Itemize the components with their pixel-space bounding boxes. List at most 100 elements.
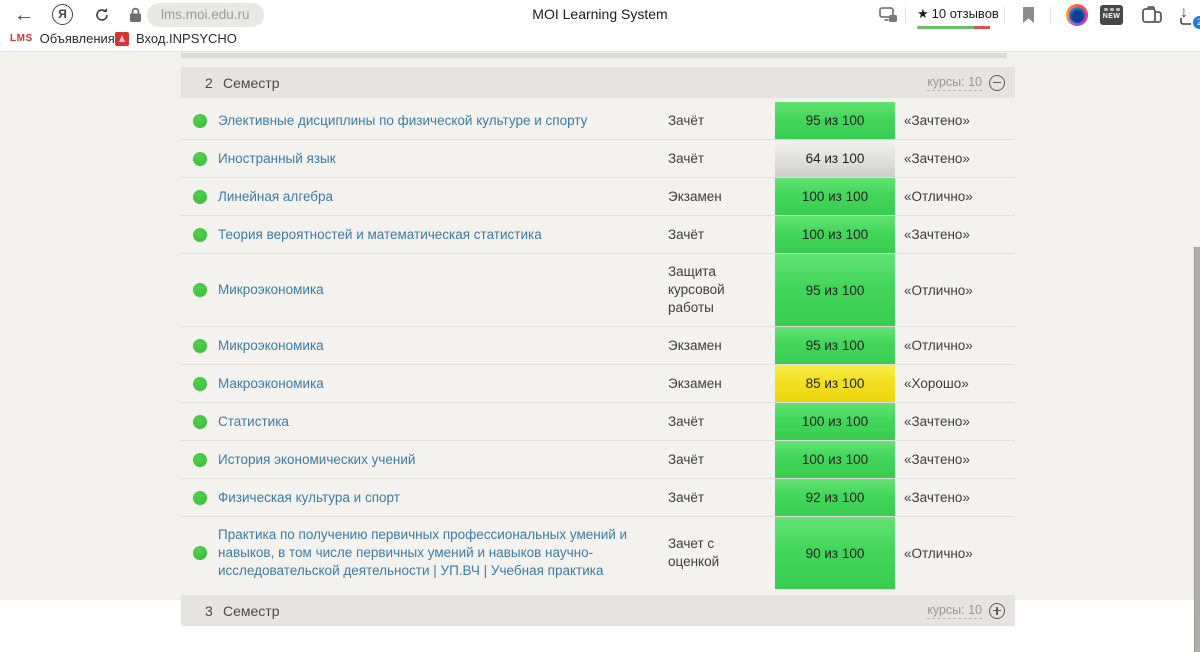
course-row: Линейная алгебра Экзамен 100 из 100 «Отл…	[181, 178, 1015, 216]
course-link[interactable]: Элективные дисциплины по физической куль…	[218, 112, 588, 128]
grade-cell: «Хорошо»	[904, 376, 969, 391]
semester-content: 2 Семестр курсы: 10 Элективные дисциплин…	[181, 62, 1015, 626]
back-button[interactable]: ←	[14, 4, 34, 26]
course-row: История экономических учений Зачёт 100 и…	[181, 441, 1015, 479]
course-link[interactable]: Макроэкономика	[218, 375, 324, 391]
bookmark-label: Вход.INPSYCHO	[136, 31, 237, 46]
lms-page: 2 Семестр курсы: 10 Элективные дисциплин…	[0, 52, 1200, 652]
extension-icon[interactable]	[1066, 4, 1088, 26]
course-row: Элективные дисциплины по физической куль…	[181, 102, 1015, 140]
toolbar-separator	[1050, 7, 1051, 24]
course-title-cell: Микроэкономика	[218, 254, 668, 326]
course-title-cell: Линейная алгебра	[218, 178, 668, 215]
status-dot-green	[192, 546, 207, 560]
course-link[interactable]: Иностранный язык	[218, 150, 336, 166]
course-table-body: Элективные дисциплины по физической куль…	[181, 102, 1015, 589]
video-new-extension-icon[interactable]: NEW	[1100, 5, 1123, 25]
yandex-browser-icon[interactable]: Я	[52, 4, 73, 25]
status-dot-green	[192, 490, 207, 505]
grade-cell: «Отлично»	[904, 282, 973, 298]
bookmark-icon[interactable]	[1021, 6, 1036, 29]
status-dot-green	[192, 414, 207, 429]
star-icon: ★	[917, 6, 929, 21]
course-title-cell: История экономических учений	[218, 441, 668, 478]
status-dot-cell	[181, 403, 218, 440]
course-row: Макроэкономика Экзамен 85 из 100 «Хорошо…	[181, 365, 1015, 403]
status-dot-green	[192, 376, 207, 391]
course-link[interactable]: История экономических учений	[218, 451, 416, 467]
courses-count-link[interactable]: курсы: 10	[927, 74, 982, 91]
course-title-cell: Микроэкономика	[218, 327, 668, 364]
address-bar[interactable]: lms.moi.edu.ru	[147, 3, 264, 27]
score-value: 100 из 100	[801, 189, 869, 204]
new-label: NEW	[1102, 13, 1121, 20]
course-row: Статистика Зачёт 100 из 100 «Зачтено»	[181, 403, 1015, 441]
score-badge: 95 из 100	[775, 327, 895, 364]
score-badge: 64 из 100	[775, 140, 895, 177]
expand-section-icon[interactable]	[989, 602, 1005, 619]
exam-type-cell: Экзамен	[668, 337, 722, 353]
course-row: Микроэкономика Экзамен 95 из 100 «Отличн…	[181, 327, 1015, 365]
toolbar-separator	[1004, 7, 1005, 24]
scrolled-element-edge	[181, 53, 1007, 58]
screen-share-icon[interactable]	[879, 7, 898, 29]
course-row: Иностранный язык Зачёт 64 из 100 «Зачтен…	[181, 140, 1015, 178]
score-value: 100 из 100	[801, 227, 869, 242]
course-title-cell: Макроэкономика	[218, 365, 668, 402]
course-link[interactable]: Микроэкономика	[218, 337, 324, 353]
browser-toolbar: ← Я lms.moi.edu.ru MOI Learning System ★…	[0, 0, 1200, 31]
vertical-scrollbar-thumb[interactable]	[1194, 247, 1200, 652]
marquee-dashes	[1100, 5, 1123, 11]
rating-bar-positive	[917, 26, 974, 29]
exam-type-cell: Экзамен	[668, 375, 722, 391]
score-badge: 92 из 100	[775, 479, 895, 516]
courses-count-link[interactable]: курсы: 10	[927, 602, 982, 619]
grade-cell: «Зачтено»	[904, 490, 970, 505]
exam-type-cell: Зачёт	[668, 489, 705, 505]
course-link[interactable]: Физическая культура и спорт	[218, 489, 400, 505]
grade-cell: «Зачтено»	[904, 452, 970, 467]
bookmark-item-announcements[interactable]: LMS Объявления	[10, 31, 115, 46]
refresh-button[interactable]	[90, 4, 114, 28]
course-link[interactable]: Линейная алгебра	[218, 188, 334, 204]
status-dot-cell	[181, 441, 218, 478]
exam-type-cell: Зачёт	[668, 150, 705, 166]
score-badge: 95 из 100	[775, 102, 895, 139]
course-link[interactable]: Микроэкономика	[218, 282, 324, 297]
course-title-cell: Статистика	[218, 403, 668, 440]
grade-cell: «Зачтено»	[904, 113, 970, 128]
score-value: 90 из 100	[805, 545, 865, 561]
status-dot-cell	[181, 479, 218, 516]
exam-type-cell: Зачёт	[668, 413, 705, 429]
site-reviews-button[interactable]: ★ 10 отзывов	[917, 5, 999, 29]
score-value: 100 из 100	[801, 414, 869, 429]
course-link[interactable]: Теория вероятностей и математическая ста…	[218, 226, 542, 242]
course-link[interactable]: Статистика	[218, 413, 289, 429]
course-title-cell: Практика по получению первичных професси…	[218, 517, 668, 589]
toolbar-separator	[905, 7, 906, 24]
grade-cell: «Отлично»	[904, 338, 973, 353]
ssl-lock-icon[interactable]	[128, 7, 143, 28]
grade-cell: «Отлично»	[904, 189, 973, 204]
semester-title: Семестр	[223, 602, 280, 619]
course-row: Микроэкономика Защита курсовой работы 95…	[181, 254, 1015, 327]
download-arrow-icon: ↓	[1180, 4, 1188, 21]
status-dot-cell	[181, 517, 218, 589]
status-dot-green	[192, 113, 207, 128]
bookmark-item-inpsycho[interactable]: Вход.INPSYCHO	[115, 31, 237, 46]
downloads-button[interactable]: ↓ 2	[1180, 4, 1200, 29]
score-value: 64 из 100	[805, 151, 865, 166]
score-badge: 100 из 100	[775, 441, 895, 478]
course-title-cell: Иностранный язык	[218, 140, 668, 177]
status-dot-green	[192, 338, 207, 353]
course-link[interactable]: Практика по получению первичных професси…	[218, 527, 628, 578]
status-dot-green	[192, 283, 207, 297]
collections-icon[interactable]	[1141, 6, 1163, 30]
course-title-cell: Физическая культура и спорт	[218, 479, 668, 516]
extension-icon-center	[1069, 7, 1085, 23]
collapse-section-icon[interactable]	[989, 74, 1005, 91]
exam-type-cell: Зачёт	[668, 112, 705, 128]
status-dot-green	[192, 452, 207, 467]
browser-chrome: ← Я lms.moi.edu.ru MOI Learning System ★…	[0, 0, 1200, 52]
exam-type-cell: Защита курсовой работы	[668, 264, 725, 315]
